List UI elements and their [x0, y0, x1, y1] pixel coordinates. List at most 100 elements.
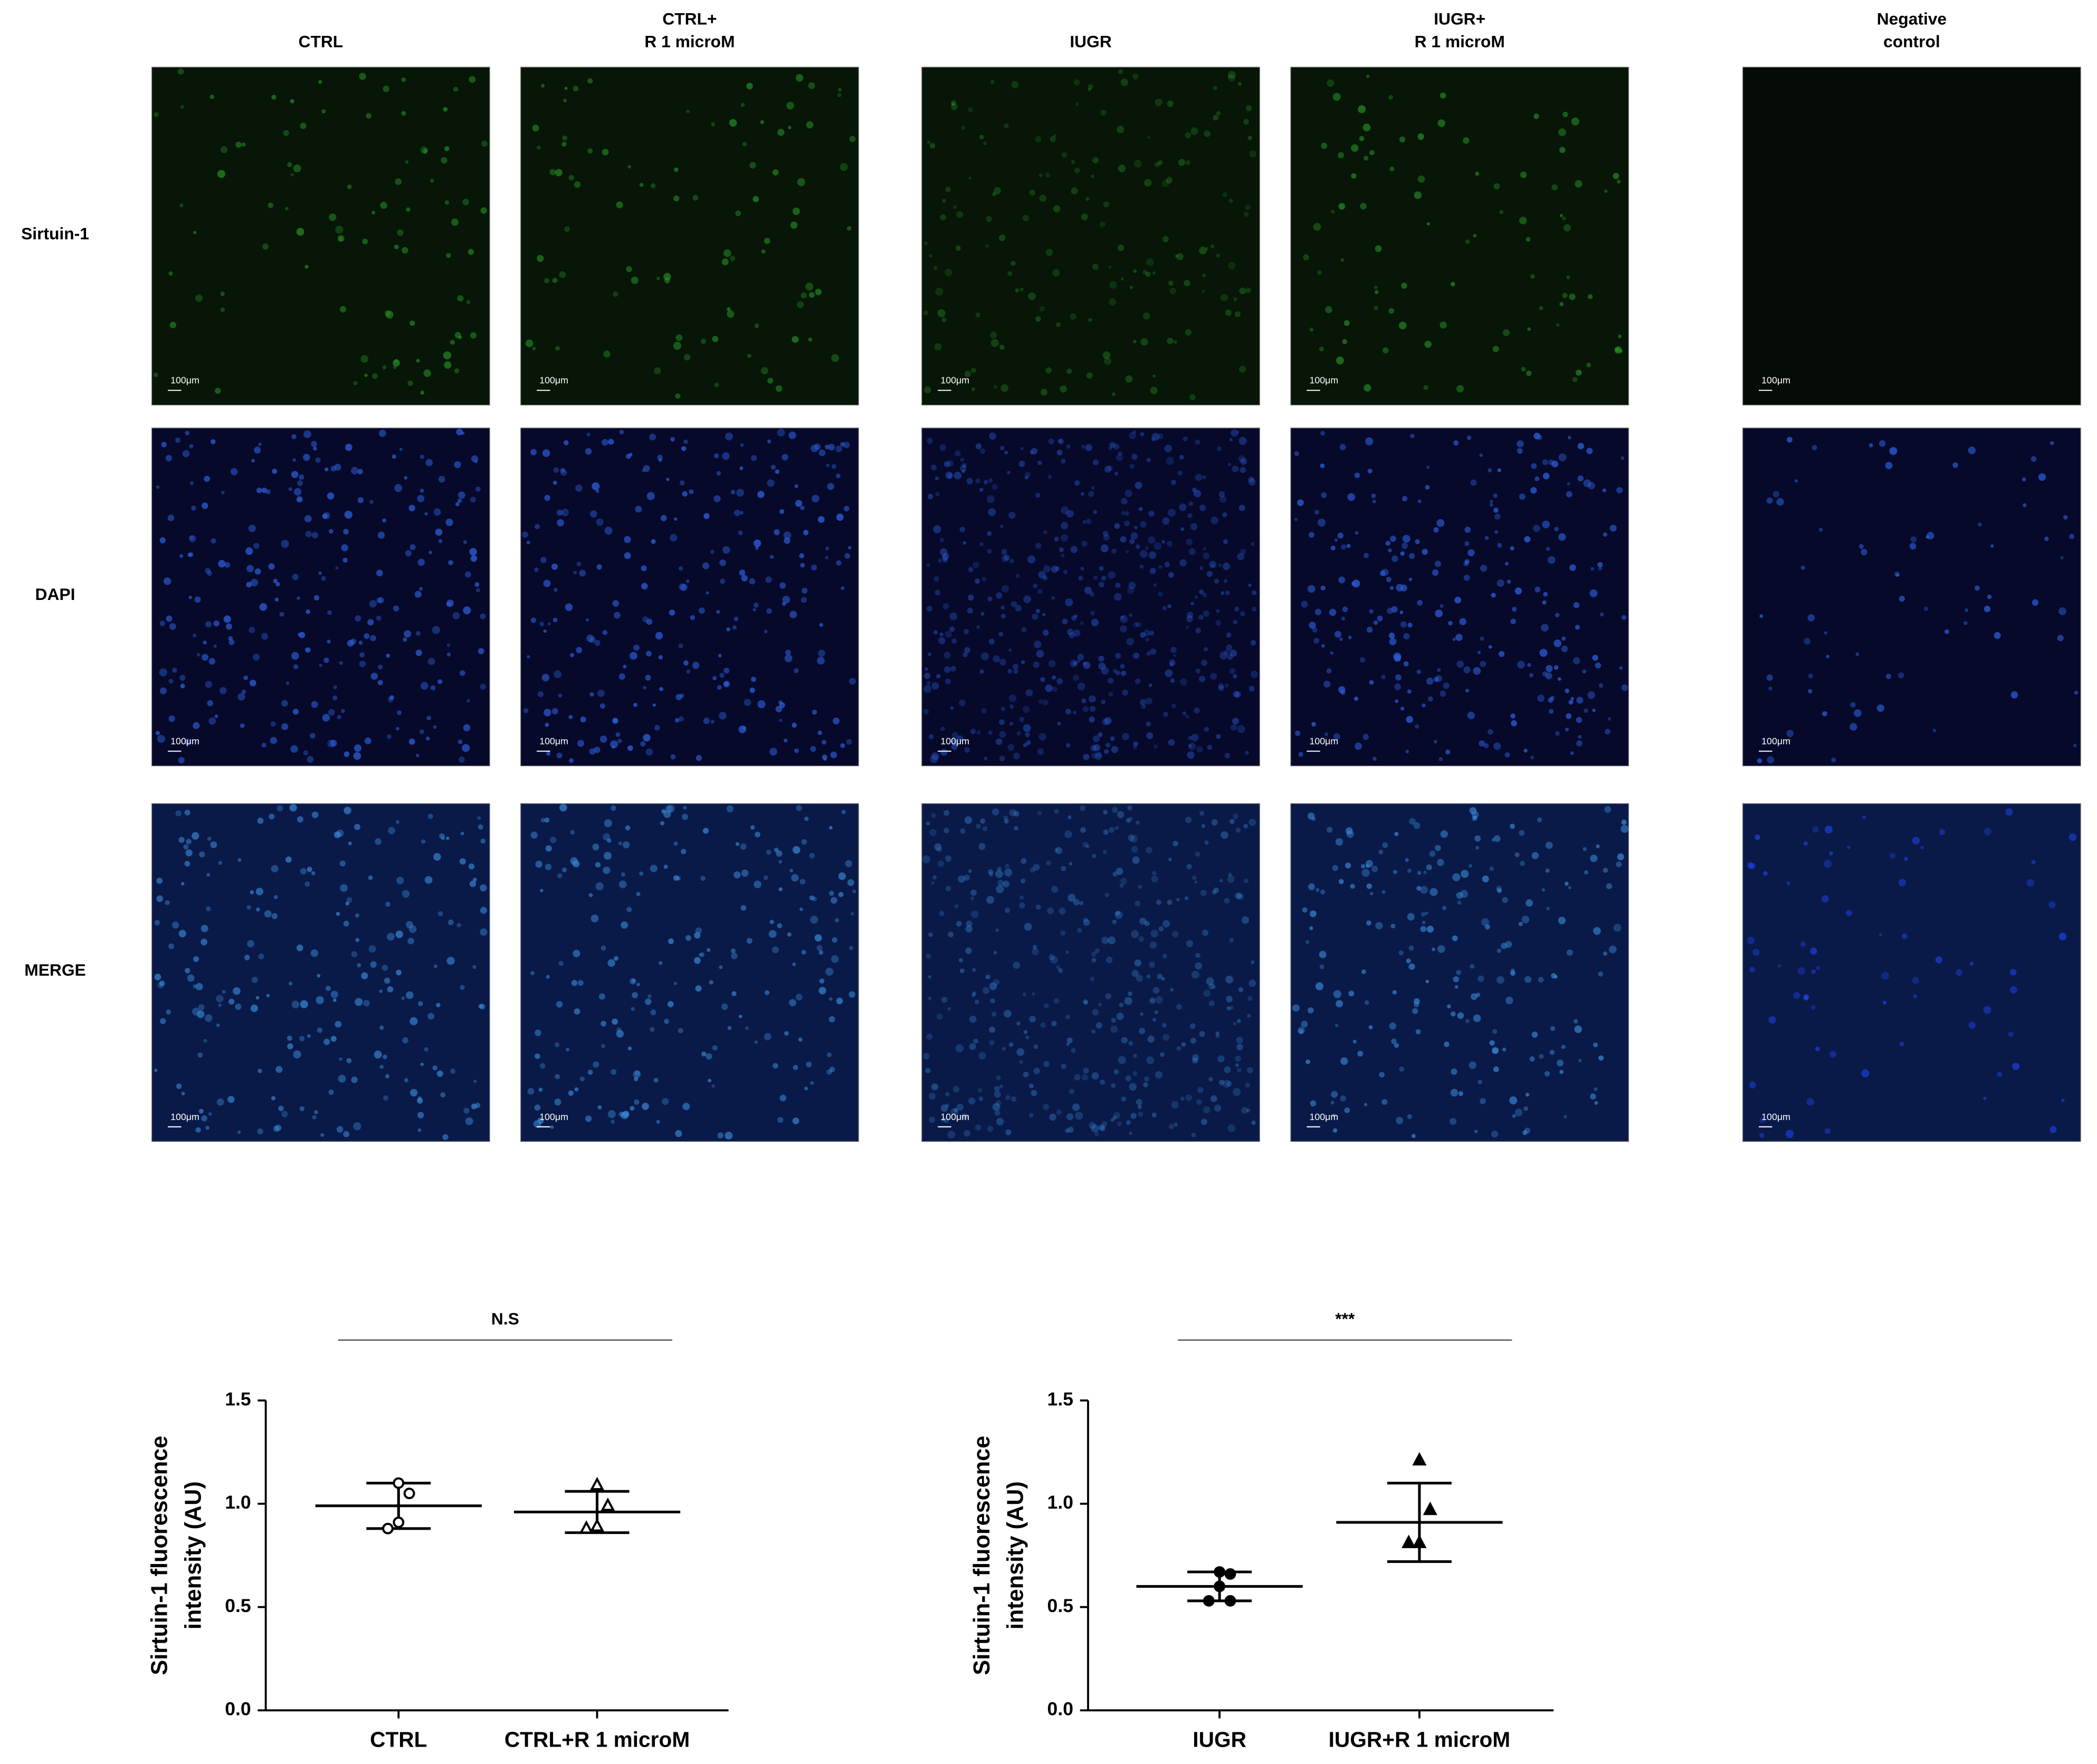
nucleus [1303, 254, 1309, 261]
nucleus [1180, 678, 1187, 686]
nucleus [1529, 1056, 1535, 1062]
nucleus [1241, 1107, 1248, 1114]
nucleus [1136, 622, 1142, 627]
nucleus [937, 1013, 943, 1020]
nucleus [1128, 991, 1132, 996]
nucleus [329, 213, 337, 221]
nucleus [1021, 878, 1026, 884]
nucleus [940, 548, 948, 556]
nucleus [1566, 275, 1570, 280]
nucleus [447, 919, 454, 926]
nucleus [641, 583, 648, 590]
nucleus [530, 617, 537, 623]
nucleus [2026, 879, 2034, 887]
nucleus [1189, 1023, 1196, 1029]
nucleus [1108, 571, 1116, 579]
nucleus [1369, 150, 1375, 156]
nucleus [1091, 1124, 1099, 1132]
nucleus [598, 993, 606, 1000]
nucleus [1339, 637, 1343, 641]
nucleus [1335, 838, 1343, 846]
nucleus [545, 845, 552, 852]
nucleus [829, 997, 833, 1001]
nucleus [1433, 740, 1437, 744]
nucleus [1405, 858, 1409, 862]
nucleus [1024, 475, 1028, 480]
nucleus [1527, 327, 1531, 331]
nucleus [936, 846, 942, 853]
nucleus [777, 128, 785, 136]
nucleus [1140, 699, 1146, 705]
nucleus [1800, 565, 1805, 570]
nucleus [595, 882, 604, 891]
nucleus [221, 491, 225, 494]
nucleus [927, 140, 931, 144]
nucleus [557, 873, 563, 879]
nucleus [327, 610, 332, 615]
nucleus [1334, 538, 1338, 542]
nucleus [585, 448, 592, 455]
nucleus [258, 953, 264, 959]
nucleus [1831, 757, 1836, 762]
nucleus [287, 1043, 293, 1050]
nucleus [1901, 933, 1908, 939]
nucleus [836, 473, 841, 479]
nucleus [1320, 463, 1325, 469]
nucleus [810, 916, 818, 924]
nucleus [345, 901, 349, 905]
nucleus [1246, 1108, 1251, 1113]
nucleus [1829, 1051, 1837, 1058]
nucleus [1053, 134, 1056, 138]
nucleus [1965, 608, 1969, 612]
nucleus [1070, 546, 1078, 554]
nucleus [1194, 490, 1202, 498]
nucleus [311, 871, 316, 875]
nucleus [1621, 456, 1625, 460]
nucleus [408, 738, 415, 745]
nucleus [622, 841, 630, 848]
nucleus [843, 442, 850, 449]
nucleus [806, 1061, 812, 1067]
nucleus [1023, 595, 1031, 604]
micrograph [151, 803, 490, 1142]
micrograph [151, 66, 490, 406]
nucleus [923, 310, 929, 316]
nucleus [694, 957, 701, 964]
nucleus [1234, 691, 1241, 698]
nucleus [1505, 941, 1512, 948]
nucleus [1203, 547, 1206, 551]
nucleus [996, 1075, 1001, 1080]
nucleus [1203, 552, 1210, 559]
nucleus [1582, 669, 1587, 674]
nucleus [1126, 550, 1129, 554]
nucleus [1218, 683, 1224, 690]
nucleus [420, 454, 424, 459]
nucleus [278, 1107, 282, 1111]
nucleus [809, 292, 815, 298]
nucleus [1083, 1067, 1089, 1074]
nucleus [1465, 1019, 1470, 1023]
nucleus [797, 178, 805, 186]
nucleus [555, 1074, 560, 1080]
nucleus [443, 351, 452, 360]
nucleus [1388, 632, 1395, 639]
nucleus [1000, 446, 1005, 451]
nucleus [695, 755, 702, 761]
nucleus [1173, 653, 1177, 657]
nucleus [1531, 1032, 1538, 1038]
nucleus [181, 1091, 185, 1095]
nucleus [470, 555, 477, 562]
nucleus [1083, 999, 1088, 1004]
nucleus [157, 982, 164, 989]
nucleus [246, 905, 251, 910]
nucleus [404, 1078, 408, 1083]
nucleus [1016, 1021, 1021, 1026]
nucleus [1330, 546, 1336, 551]
nucleus [618, 880, 627, 889]
nucleus [168, 715, 175, 722]
nucleus [1390, 923, 1396, 929]
nucleus [928, 493, 933, 500]
nucleus [1069, 632, 1075, 638]
nucleus [1074, 1074, 1081, 1081]
nucleus [1974, 585, 1980, 591]
